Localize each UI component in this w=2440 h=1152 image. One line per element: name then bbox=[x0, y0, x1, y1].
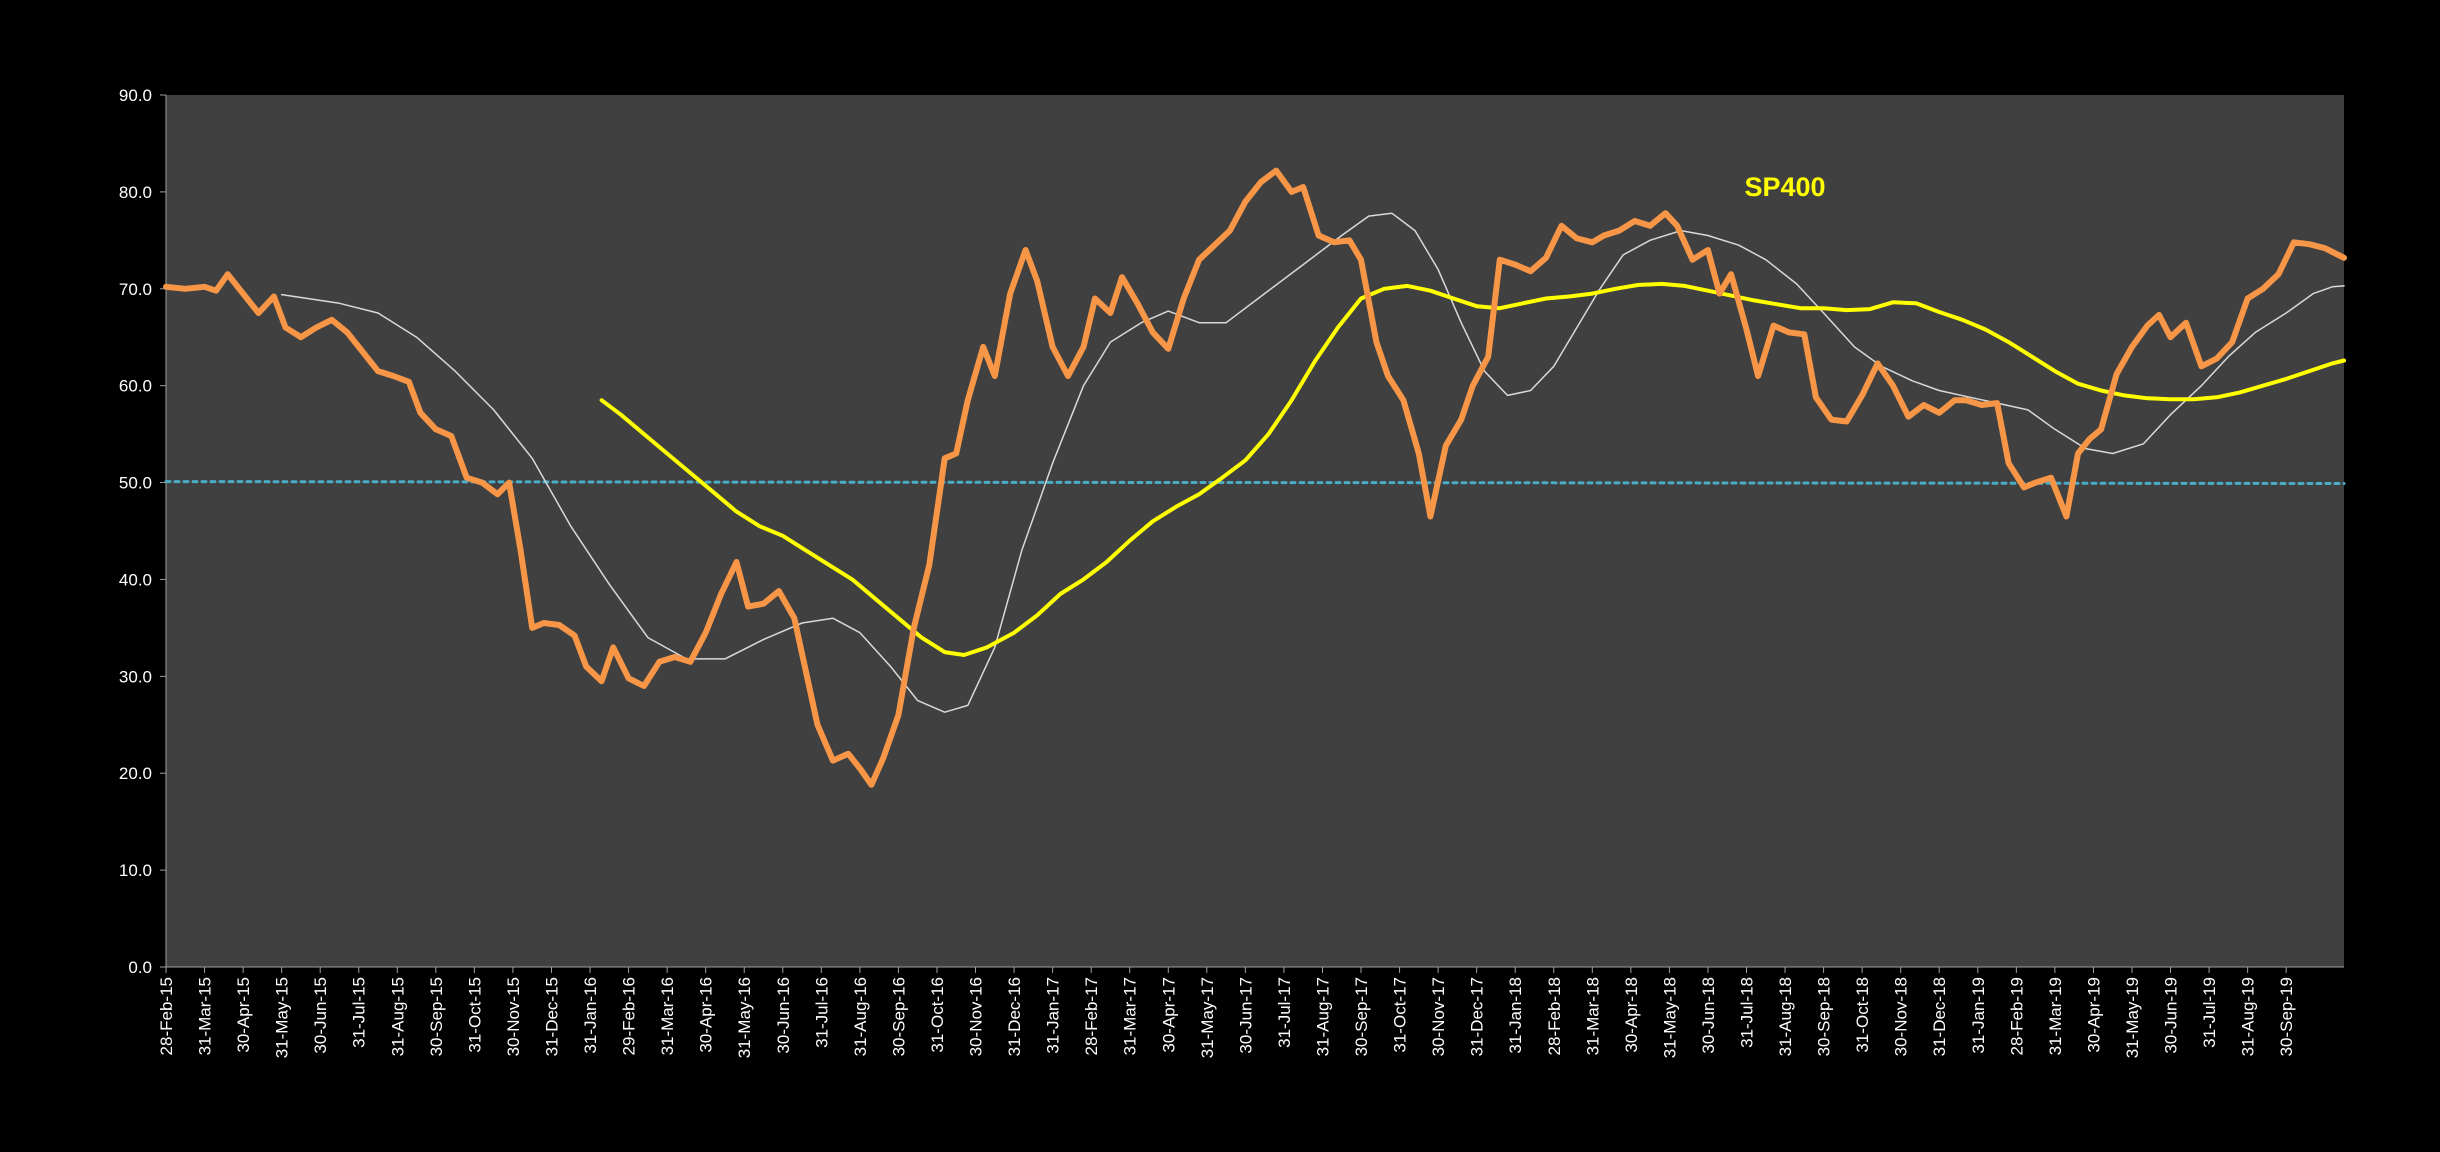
x-tick-label: 31-May-15 bbox=[273, 977, 292, 1058]
x-tick-label: 30-Sep-18 bbox=[1815, 977, 1834, 1056]
y-tick-label: 0.0 bbox=[128, 958, 152, 977]
x-tick-label: 29-Feb-16 bbox=[620, 977, 639, 1055]
x-tick-label: 31-Jan-19 bbox=[1969, 977, 1988, 1054]
x-tick-label: 31-Mar-16 bbox=[658, 977, 677, 1055]
y-tick-label: 60.0 bbox=[119, 377, 152, 396]
x-tick-label: 31-Aug-16 bbox=[851, 977, 870, 1056]
x-tick-label: 31-May-19 bbox=[2123, 977, 2142, 1058]
chart-title: SP400 bbox=[1744, 172, 1825, 202]
x-tick-label: 30-Sep-19 bbox=[2277, 977, 2296, 1056]
x-tick-label: 31-Oct-16 bbox=[928, 977, 947, 1053]
x-tick-label: 31-Jul-18 bbox=[1737, 977, 1756, 1048]
x-tick-label: 31-Jan-16 bbox=[581, 977, 600, 1054]
x-tick-label: 31-Mar-15 bbox=[196, 977, 215, 1055]
x-tick-label: 28-Feb-19 bbox=[2007, 977, 2026, 1055]
x-tick-label: 30-Apr-17 bbox=[1159, 977, 1178, 1053]
series-line-reference bbox=[164, 480, 2346, 485]
y-tick-label: 80.0 bbox=[119, 183, 152, 202]
x-tick-label: 30-Sep-16 bbox=[889, 977, 908, 1056]
y-tick-label: 90.0 bbox=[119, 86, 152, 105]
x-tick-label: 31-Dec-17 bbox=[1468, 977, 1487, 1056]
x-tick-label: 30-Nov-18 bbox=[1892, 977, 1911, 1056]
x-tick-label: 28-Feb-15 bbox=[157, 977, 176, 1055]
y-tick-label: 10.0 bbox=[119, 861, 152, 880]
x-tick-label: 31-Aug-15 bbox=[388, 977, 407, 1056]
y-tick-label: 70.0 bbox=[119, 280, 152, 299]
y-tick-label: 50.0 bbox=[119, 474, 152, 493]
x-tick-label: 31-Dec-18 bbox=[1930, 977, 1949, 1056]
x-tick-label: 31-Jan-17 bbox=[1044, 977, 1063, 1054]
y-axis: 0.0 10.0 20.0 30.0 40.0 50.0 60.0 70.0 80.0 90.0 bbox=[119, 86, 167, 977]
y-tick-label: 30.0 bbox=[119, 667, 152, 686]
x-tick-label: 31-Aug-17 bbox=[1313, 977, 1332, 1056]
x-tick-label: 31-Jul-17 bbox=[1275, 977, 1294, 1048]
x-tick-label: 31-Aug-19 bbox=[2239, 977, 2258, 1056]
x-tick-label: 31-Jan-18 bbox=[1506, 977, 1525, 1054]
x-tick-label: 31-May-18 bbox=[1660, 977, 1679, 1058]
x-tick-label: 28-Feb-17 bbox=[1082, 977, 1101, 1055]
series-layer bbox=[163, 167, 2347, 788]
y-tick-label: 40.0 bbox=[119, 570, 152, 589]
x-tick-label: 31-Jul-15 bbox=[350, 977, 369, 1048]
x-tick-label: 30-Sep-17 bbox=[1352, 977, 1371, 1056]
x-axis: 28-Feb-15 31-Mar-15 30-Apr-15 31-May-15 30-J… bbox=[157, 966, 2344, 1058]
x-tick-label: 31-Jul-16 bbox=[812, 977, 831, 1048]
x-tick-label: 30-Apr-15 bbox=[234, 977, 253, 1053]
x-tick-label: 30-Apr-16 bbox=[697, 977, 716, 1053]
series-line-long-average bbox=[599, 281, 2346, 657]
x-tick-label: 31-Mar-19 bbox=[2046, 977, 2065, 1055]
x-tick-label: 30-Jun-17 bbox=[1236, 977, 1255, 1054]
x-tick-label: 31-Mar-18 bbox=[1583, 977, 1602, 1055]
x-tick-label: 30-Nov-15 bbox=[504, 977, 523, 1056]
x-tick-label: 30-Apr-19 bbox=[2084, 977, 2103, 1053]
plot-area bbox=[166, 95, 2344, 967]
x-tick-label: 30-Jun-19 bbox=[2162, 977, 2181, 1054]
x-tick-label: 31-May-17 bbox=[1198, 977, 1217, 1058]
x-tick-label: 31-Jul-19 bbox=[2200, 977, 2219, 1048]
x-tick-label: 30-Jun-18 bbox=[1699, 977, 1718, 1054]
x-tick-label: 31-Oct-17 bbox=[1391, 977, 1410, 1053]
x-tick-label: 31-Aug-18 bbox=[1776, 977, 1795, 1056]
x-tick-label: 30-Jun-16 bbox=[774, 977, 793, 1054]
x-tick-label: 30-Apr-18 bbox=[1622, 977, 1641, 1053]
x-tick-label: 30-Nov-17 bbox=[1429, 977, 1448, 1056]
x-tick-label: 31-Dec-16 bbox=[1005, 977, 1024, 1056]
y-tick-label: 20.0 bbox=[119, 764, 152, 783]
series-line-short-average bbox=[280, 212, 2345, 713]
x-tick-label: 31-May-16 bbox=[735, 977, 754, 1058]
x-tick-label: 28-Feb-18 bbox=[1545, 977, 1564, 1055]
x-tick-label: 30-Sep-15 bbox=[427, 977, 446, 1056]
x-tick-label: 30-Jun-15 bbox=[311, 977, 330, 1054]
x-tick-label: 31-Oct-18 bbox=[1853, 977, 1872, 1053]
x-tick-label: 31-Mar-17 bbox=[1121, 977, 1140, 1055]
x-tick-label: 30-Nov-16 bbox=[967, 977, 986, 1056]
x-tick-label: 31-Dec-15 bbox=[542, 977, 561, 1056]
x-tick-label: 31-Oct-15 bbox=[465, 977, 484, 1053]
series-line-primary bbox=[163, 167, 2347, 788]
